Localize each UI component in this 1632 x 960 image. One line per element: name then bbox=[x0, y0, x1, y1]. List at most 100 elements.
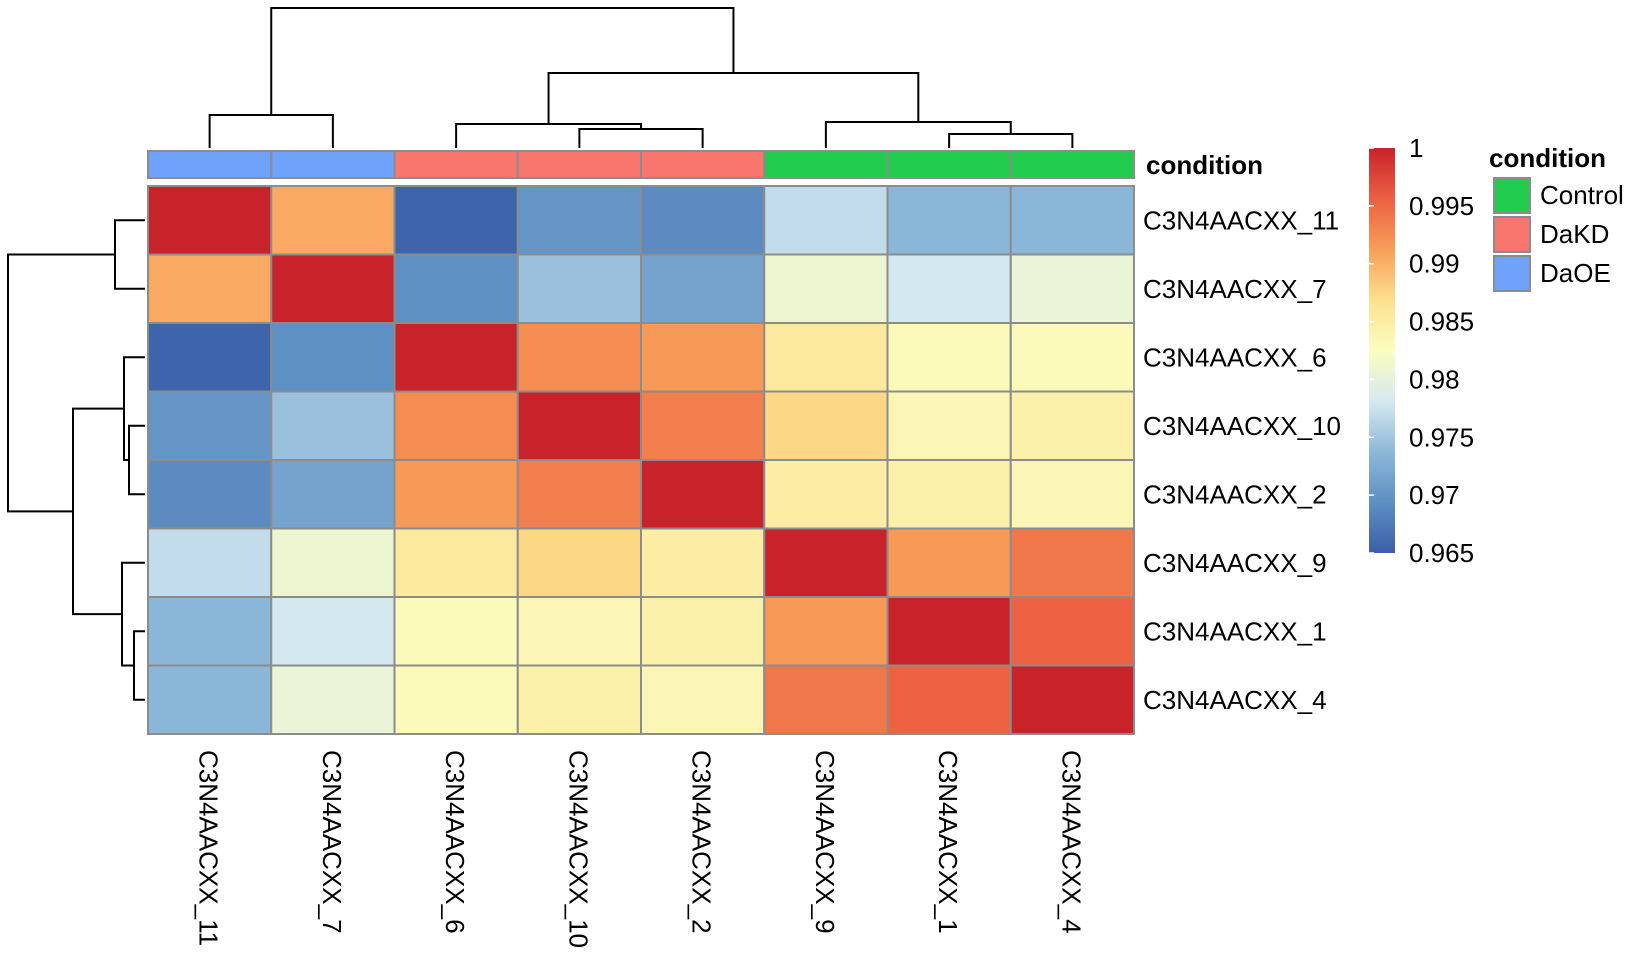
row-labels: C3N4AACXX_11 C3N4AACXX_7 C3N4AACXX_6 C3N4AA… bbox=[1143, 205, 1341, 715]
dendrogram-branch bbox=[578, 128, 704, 148]
dendrogram-branch bbox=[270, 7, 735, 115]
heatmap-cell bbox=[393, 664, 519, 735]
heatmap-cell bbox=[516, 596, 642, 667]
legend-swatch bbox=[1493, 177, 1531, 214]
heatmap-cell bbox=[270, 596, 396, 667]
row-label: C3N4AACXX_11 bbox=[1143, 205, 1339, 235]
dendrogram-branch bbox=[133, 630, 145, 701]
column-label: C3N4AACXX_6 bbox=[440, 750, 470, 934]
row-label: C3N4AACXX_4 bbox=[1143, 685, 1327, 715]
heatmap-cell bbox=[640, 185, 766, 256]
heatmap-cell bbox=[640, 390, 766, 461]
heatmap-cell bbox=[763, 459, 889, 530]
dendrogram-branch bbox=[128, 424, 145, 496]
heatmap-cell bbox=[270, 459, 396, 530]
row-label: C3N4AACXX_2 bbox=[1143, 479, 1327, 509]
heatmap-cell bbox=[516, 527, 642, 598]
heatmap-cell bbox=[270, 390, 396, 461]
dendrogram-branch bbox=[123, 356, 145, 461]
heatmap-cell bbox=[393, 459, 519, 530]
heatmap-cell bbox=[147, 596, 273, 667]
heatmap-cell bbox=[147, 527, 273, 598]
heatmap-cell bbox=[393, 596, 519, 667]
colorbar-tick-label: 1 bbox=[1409, 133, 1423, 163]
heatmap-cell bbox=[147, 390, 273, 461]
heatmap-cell bbox=[886, 664, 1012, 735]
column-label: C3N4AACXX_1 bbox=[933, 750, 963, 934]
heatmap-cell bbox=[393, 185, 519, 256]
dendrogram-branch bbox=[455, 123, 642, 148]
heatmap-cell bbox=[270, 527, 396, 598]
heatmap-cell bbox=[1009, 253, 1135, 324]
annotation-cell bbox=[886, 150, 1012, 179]
column-dendrogram bbox=[208, 7, 1074, 148]
row-label: C3N4AACXX_1 bbox=[1143, 616, 1327, 646]
annotation-cell bbox=[270, 150, 396, 179]
heatmap-cell bbox=[640, 459, 766, 530]
heatmap-cell bbox=[516, 664, 642, 735]
heatmap-cell bbox=[147, 459, 273, 530]
row-label: C3N4AACXX_6 bbox=[1143, 342, 1327, 372]
heatmap-cell bbox=[147, 664, 273, 735]
column-label: C3N4AACXX_4 bbox=[1056, 750, 1086, 934]
annotation-cell bbox=[393, 150, 519, 179]
heatmap-cell bbox=[886, 459, 1012, 530]
heatmap-cell bbox=[270, 664, 396, 735]
legend-swatch bbox=[1493, 216, 1531, 253]
heatmap-cell bbox=[270, 322, 396, 393]
heatmap-cell bbox=[886, 253, 1012, 324]
legend-label: Control bbox=[1540, 180, 1624, 210]
colorbar bbox=[1369, 148, 1395, 553]
row-label: C3N4AACXX_9 bbox=[1143, 548, 1327, 578]
colorbar-tick-label: 0.98 bbox=[1409, 364, 1460, 394]
heatmap-cell bbox=[1009, 596, 1135, 667]
heatmap-cell bbox=[640, 664, 766, 735]
heatmap-cell bbox=[886, 322, 1012, 393]
colorbar-tick-label: 0.965 bbox=[1409, 538, 1474, 568]
heatmap-cell bbox=[1009, 390, 1135, 461]
annotation-cell bbox=[516, 150, 642, 179]
heatmap-cell bbox=[393, 322, 519, 393]
heatmap-cell bbox=[270, 185, 396, 256]
legend-swatch bbox=[1493, 255, 1531, 292]
row-label: C3N4AACXX_7 bbox=[1143, 274, 1327, 304]
heatmap-cell bbox=[763, 527, 889, 598]
heatmap-cell bbox=[763, 596, 889, 667]
column-label: C3N4AACXX_10 bbox=[563, 750, 593, 948]
column-label: C3N4AACXX_7 bbox=[317, 750, 347, 934]
heatmap-cell bbox=[1009, 185, 1135, 256]
colorbar-tick-label: 0.97 bbox=[1409, 480, 1460, 510]
heatmap-cell bbox=[516, 185, 642, 256]
heatmap-cell bbox=[1009, 664, 1135, 735]
annotation-title: condition bbox=[1146, 150, 1263, 180]
row-dendrogram bbox=[7, 219, 145, 701]
heatmap-cell bbox=[516, 459, 642, 530]
condition-annotation-bar bbox=[147, 150, 1135, 179]
heatmap-cell bbox=[763, 185, 889, 256]
heatmap-cell bbox=[640, 322, 766, 393]
heatmap-cell bbox=[270, 253, 396, 324]
legend-label: DaKD bbox=[1540, 219, 1609, 249]
column-label: C3N4AACXX_9 bbox=[810, 750, 840, 934]
annotation-cell bbox=[640, 150, 766, 179]
heatmap-cell bbox=[1009, 322, 1135, 393]
heatmap-cells bbox=[147, 185, 1135, 735]
heatmap-cell bbox=[516, 390, 642, 461]
dendrogram-branch bbox=[208, 114, 334, 148]
heatmap-cell bbox=[147, 322, 273, 393]
heatmap-cell bbox=[516, 322, 642, 393]
colorbar-ticks: 1 0.995 0.99 0.985 0.98 0.975 0.97 0.965 bbox=[1369, 133, 1474, 568]
heatmap-cell bbox=[886, 390, 1012, 461]
column-label: C3N4AACXX_2 bbox=[687, 750, 717, 934]
heatmap-cell bbox=[393, 527, 519, 598]
dendrogram-branch bbox=[114, 219, 145, 290]
heatmap-cell bbox=[886, 527, 1012, 598]
colorbar-tick-label: 0.975 bbox=[1409, 422, 1474, 452]
heatmap-cell bbox=[763, 322, 889, 393]
annotation-cell bbox=[763, 150, 889, 179]
heatmap-cell bbox=[886, 596, 1012, 667]
column-label: C3N4AACXX_11 bbox=[194, 750, 224, 946]
heatmap-cell bbox=[393, 390, 519, 461]
dendrogram-branch bbox=[72, 407, 124, 616]
